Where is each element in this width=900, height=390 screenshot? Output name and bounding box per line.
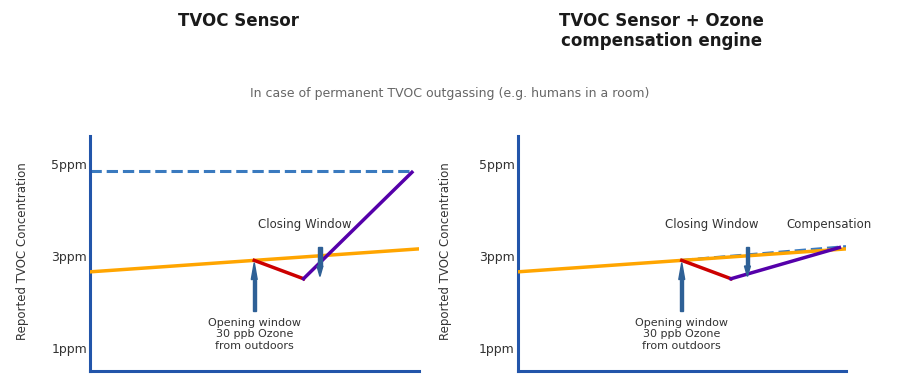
Polygon shape [251, 263, 257, 280]
Text: Opening window
30 ppb Ozone
from outdoors: Opening window 30 ppb Ozone from outdoor… [635, 318, 728, 351]
Text: Reported TVOC Concentration: Reported TVOC Concentration [16, 163, 29, 340]
Polygon shape [319, 246, 321, 266]
Polygon shape [253, 280, 256, 311]
Text: Opening window
30 ppb Ozone
from outdoors: Opening window 30 ppb Ozone from outdoor… [208, 318, 301, 351]
Polygon shape [317, 266, 323, 277]
Text: TVOC Sensor: TVOC Sensor [178, 12, 299, 30]
Polygon shape [744, 266, 751, 277]
Text: Closing Window: Closing Window [257, 218, 351, 230]
Text: In case of permanent TVOC outgassing (e.g. humans in a room): In case of permanent TVOC outgassing (e.… [250, 87, 650, 100]
Text: Reported TVOC Concentration: Reported TVOC Concentration [439, 163, 452, 340]
Text: TVOC Sensor + Ozone
compensation engine: TVOC Sensor + Ozone compensation engine [559, 12, 764, 50]
Polygon shape [680, 280, 683, 311]
Polygon shape [679, 263, 685, 280]
Text: Compensation: Compensation [787, 218, 872, 230]
Polygon shape [746, 246, 749, 266]
Text: Closing Window: Closing Window [665, 218, 759, 230]
